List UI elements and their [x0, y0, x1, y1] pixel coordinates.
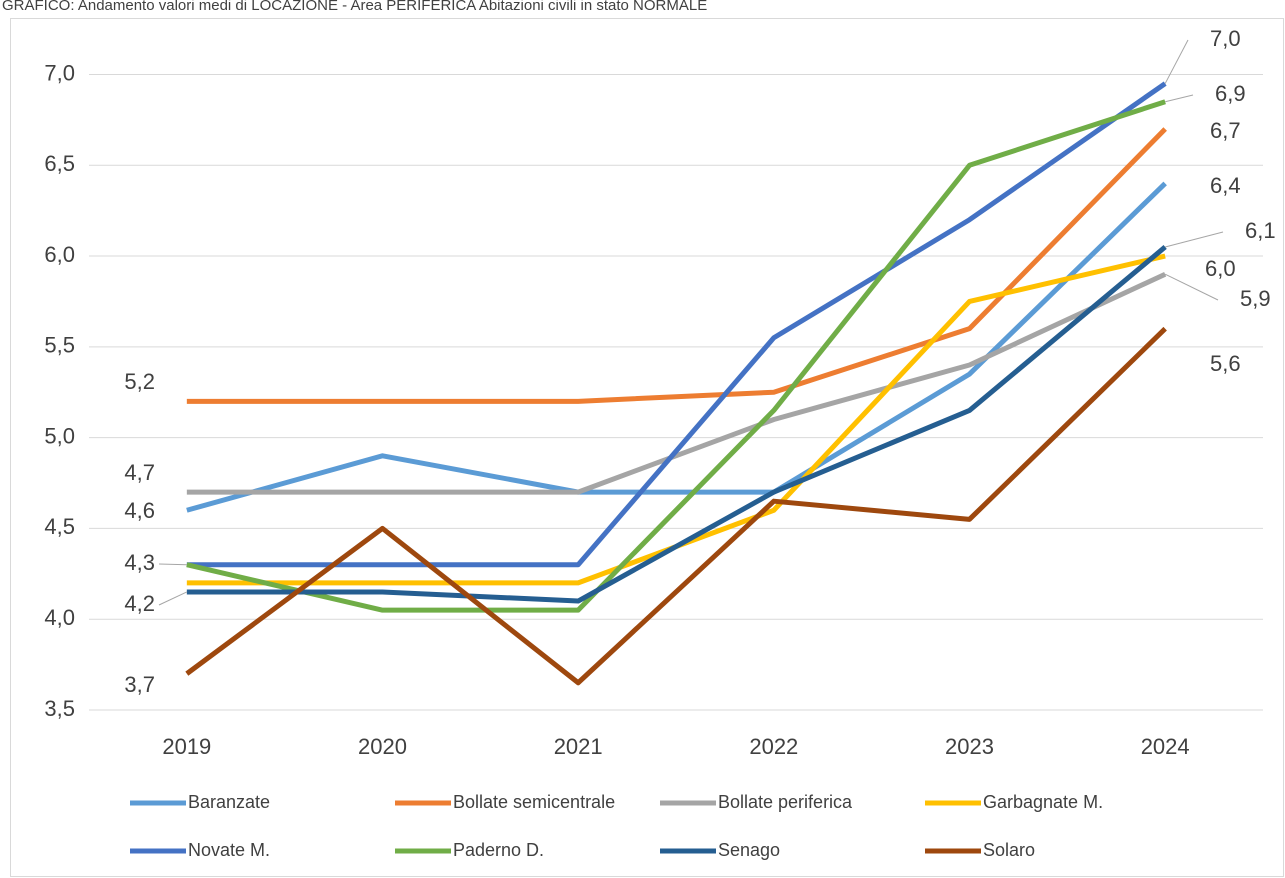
series-line	[185, 326, 1167, 686]
y-tick-label: 7,0	[44, 60, 75, 85]
series-line	[186, 271, 1167, 495]
x-tick-label: 2020	[358, 734, 407, 759]
series-line	[186, 99, 1166, 613]
data-label: 4,6	[124, 498, 155, 523]
label-leader	[1164, 39, 1189, 84]
y-tick-label: 4,5	[44, 514, 75, 539]
data-label: 4,7	[124, 460, 155, 485]
series-line	[186, 81, 1167, 568]
data-label: 5,9	[1240, 286, 1271, 311]
legend-label: Novate M.	[188, 840, 270, 860]
data-label: 4,3	[124, 550, 155, 575]
data-label: 6,1	[1245, 218, 1276, 243]
label-leader	[158, 591, 188, 606]
y-tick-label: 5,5	[44, 333, 75, 358]
data-label: 4,2	[124, 591, 155, 616]
y-tick-label: 4,0	[44, 605, 75, 630]
series-line	[186, 245, 1167, 604]
x-tick-label: 2021	[554, 734, 603, 759]
data-label: 7,0	[1210, 26, 1241, 51]
series-line	[186, 181, 1167, 513]
data-label: 6,0	[1205, 256, 1236, 281]
y-tick-label: 3,5	[44, 696, 75, 721]
label-leader	[158, 563, 187, 566]
data-label: 6,4	[1210, 173, 1241, 198]
x-tick-label: 2024	[1141, 734, 1190, 759]
legend-label: Paderno D.	[453, 840, 544, 860]
x-tick-label: 2019	[162, 734, 211, 759]
legend-label: Baranzate	[188, 792, 270, 812]
legend-label: Senago	[718, 840, 780, 860]
legend-label: Bollate periferica	[718, 792, 853, 812]
chart-title: GRAFICO: Andamento valori medi di LOCAZI…	[2, 0, 707, 14]
label-leader	[1165, 94, 1194, 103]
y-tick-label: 6,5	[44, 151, 75, 176]
legend-label: Solaro	[983, 840, 1035, 860]
label-leader	[1165, 231, 1224, 248]
y-tick-label: 6,0	[44, 242, 75, 267]
data-label: 3,7	[124, 672, 155, 697]
data-label: 5,6	[1210, 351, 1241, 376]
y-tick-label: 5,0	[44, 423, 75, 448]
legend-label: Garbagnate M.	[983, 792, 1103, 812]
x-tick-label: 2023	[945, 734, 994, 759]
data-label: 6,7	[1210, 118, 1241, 143]
label-leader	[1164, 273, 1219, 301]
data-label: 6,9	[1215, 81, 1246, 106]
x-tick-label: 2022	[749, 734, 798, 759]
data-label: 5,2	[124, 369, 155, 394]
legend-label: Bollate semicentrale	[453, 792, 615, 812]
chart-frame	[10, 18, 1284, 877]
